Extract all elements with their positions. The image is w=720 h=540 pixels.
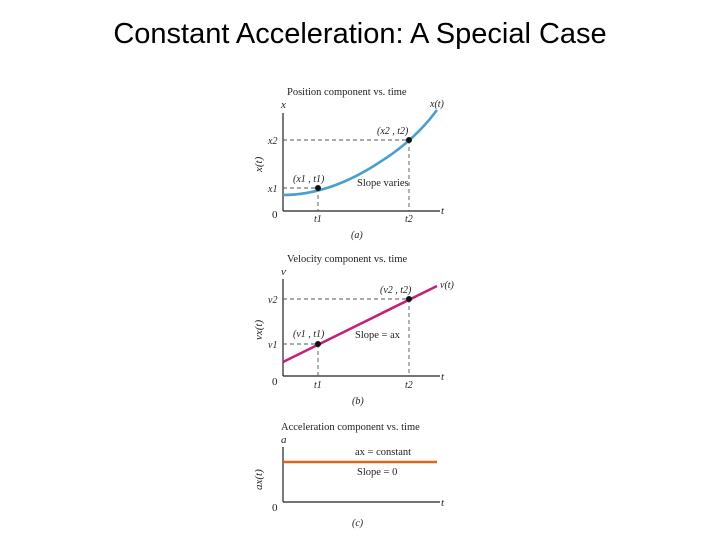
panel-a-y-tick-2: x2 xyxy=(267,136,277,147)
panel-a-x-tick-1: t1 xyxy=(314,214,322,225)
panel-a-point-1 xyxy=(315,185,321,191)
panel-a-annotation: Slope varies xyxy=(357,178,409,189)
panel-c-caption: (c) xyxy=(352,518,364,529)
panel-b-y-tick-2: v2 xyxy=(268,295,277,306)
panel-c-x-symbol: t xyxy=(441,497,445,509)
panel-a-point-2 xyxy=(406,137,412,143)
panel-a-y-tick-1: x1 xyxy=(267,184,277,195)
panel-a-point-1-label: (x1 , t1) xyxy=(293,174,325,185)
panel-a-x-symbol: t xyxy=(441,205,445,217)
panel-a-x-tick-2: t2 xyxy=(405,214,413,225)
panel-a-caption: (a) xyxy=(351,230,363,241)
panel-b-y-label: vx(t) xyxy=(253,320,265,340)
panel-c-annotation-bottom: Slope = 0 xyxy=(357,467,397,478)
panel-c-annotation-top: ax = constant xyxy=(355,447,411,458)
panel-a-position-curve xyxy=(282,109,439,197)
panel-a-heading: Position component vs. time xyxy=(287,87,407,98)
panel-b-heading: Velocity component vs. time xyxy=(287,254,407,265)
panel-b-velocity-line xyxy=(282,284,438,364)
panel-c-heading: Acceleration component vs. time xyxy=(281,422,420,433)
panel-b-x-tick-2: t2 xyxy=(405,380,413,391)
panel-c-y-symbol: a xyxy=(281,434,287,446)
panel-b-origin: 0 xyxy=(272,376,278,388)
panel-b-x-symbol: t xyxy=(441,371,445,383)
panel-b-y-tick-1: v1 xyxy=(268,340,277,351)
panel-a-curve-label: x(t) xyxy=(429,99,445,110)
panel-c-origin: 0 xyxy=(272,502,278,514)
panel-b-annotation: Slope = ax xyxy=(355,330,401,341)
panel-a-y-label: x(t) xyxy=(253,156,265,173)
panel-a-origin: 0 xyxy=(272,209,278,221)
panel-a-position: Position component vs. time x t 0 x(t) x… xyxy=(253,87,445,241)
panel-b-point-1 xyxy=(315,341,321,347)
panel-c-y-label: ax(t) xyxy=(253,469,265,490)
panel-b-point-1-label: (v1 , t1) xyxy=(293,329,325,340)
panel-b-x-tick-1: t1 xyxy=(314,380,322,391)
panel-a-y-symbol: x xyxy=(280,99,286,111)
slide-title: Constant Acceleration: A Special Case xyxy=(113,18,607,50)
panel-b-point-2 xyxy=(406,296,412,302)
panel-b-curve-label: v(t) xyxy=(440,280,455,291)
panel-b-caption: (b) xyxy=(352,396,364,407)
panel-b-y-symbol: v xyxy=(281,266,286,278)
panel-a-point-2-label: (x2 , t2) xyxy=(377,126,409,137)
panel-b-point-2-label: (v2 , t2) xyxy=(380,285,412,296)
panel-c-acceleration: Acceleration component vs. time a t 0 ax… xyxy=(253,422,445,529)
panel-b-velocity: Velocity component vs. time v t 0 vx(t) … xyxy=(253,254,455,407)
